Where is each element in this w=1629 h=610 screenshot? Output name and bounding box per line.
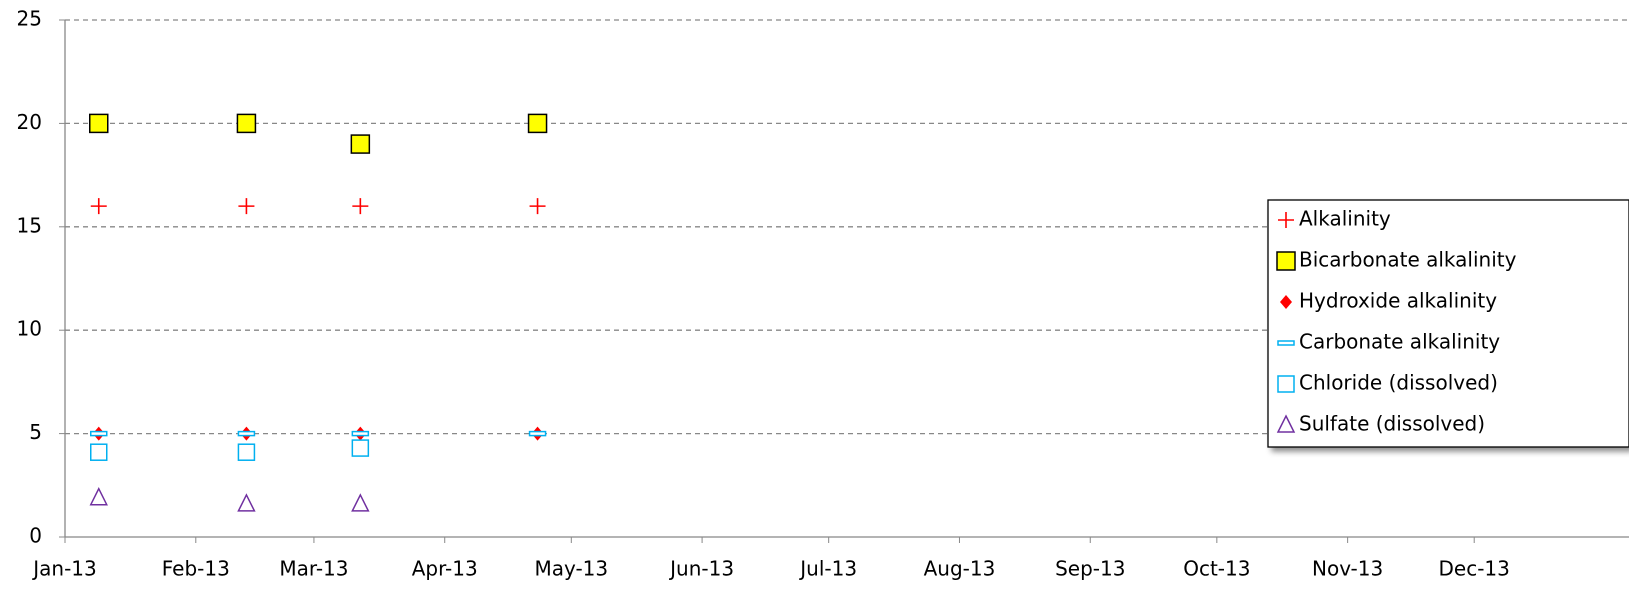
x-tick-label: Mar-13 — [279, 557, 348, 581]
x-tick-label: Apr-13 — [412, 557, 478, 581]
x-tick-label: Jan-13 — [31, 557, 97, 581]
x-tick-label: Nov-13 — [1312, 557, 1383, 581]
legend-box — [1267, 199, 1629, 448]
marker — [236, 113, 257, 134]
legend-label: Chloride (dissolved) — [1299, 371, 1498, 395]
y-tick-label: 0 — [29, 524, 42, 548]
x-tick-label: Feb-13 — [162, 557, 230, 581]
marker — [527, 113, 548, 134]
marker — [237, 430, 256, 437]
marker — [238, 198, 255, 215]
x-tick-label: Jun-13 — [668, 557, 734, 581]
marker — [351, 439, 370, 457]
marker — [350, 134, 371, 154]
marker — [237, 493, 256, 512]
legend-label: Alkalinity — [1299, 207, 1391, 231]
marker — [90, 443, 108, 461]
marker — [351, 430, 370, 437]
legend-marker — [1278, 212, 1294, 228]
marker — [528, 430, 547, 437]
legend-marker — [1280, 295, 1292, 309]
y-tick-label: 25 — [17, 7, 42, 31]
marker — [529, 198, 546, 215]
legend-label: Hydroxide alkalinity — [1299, 289, 1497, 313]
x-tick-label: May-13 — [534, 557, 608, 581]
x-tick-label: Sep-13 — [1055, 557, 1125, 581]
marker — [237, 443, 256, 461]
marker — [89, 487, 108, 506]
x-tick-label: Aug-13 — [924, 557, 996, 581]
y-tick-label: 10 — [17, 317, 42, 341]
legend-marker — [1276, 251, 1296, 271]
y-tick-label: 15 — [17, 213, 42, 237]
x-tick-label: Oct-13 — [1183, 557, 1250, 581]
legend-label: Sulfate (dissolved) — [1299, 412, 1485, 436]
legend-marker — [1277, 375, 1295, 393]
legend-marker — [1276, 414, 1296, 433]
marker — [90, 430, 108, 437]
marker — [351, 493, 370, 512]
legend-marker — [1277, 340, 1295, 346]
marker — [89, 113, 109, 134]
marker — [90, 198, 107, 215]
legend-label: Bicarbonate alkalinity — [1299, 248, 1517, 272]
x-tick-label: Dec-13 — [1439, 557, 1510, 581]
y-tick-label: 5 — [29, 420, 42, 444]
x-tick-label: Jul-13 — [798, 557, 857, 581]
legend-label: Carbonate alkalinity — [1299, 330, 1500, 354]
marker — [352, 198, 369, 215]
y-tick-label: 20 — [17, 110, 42, 134]
